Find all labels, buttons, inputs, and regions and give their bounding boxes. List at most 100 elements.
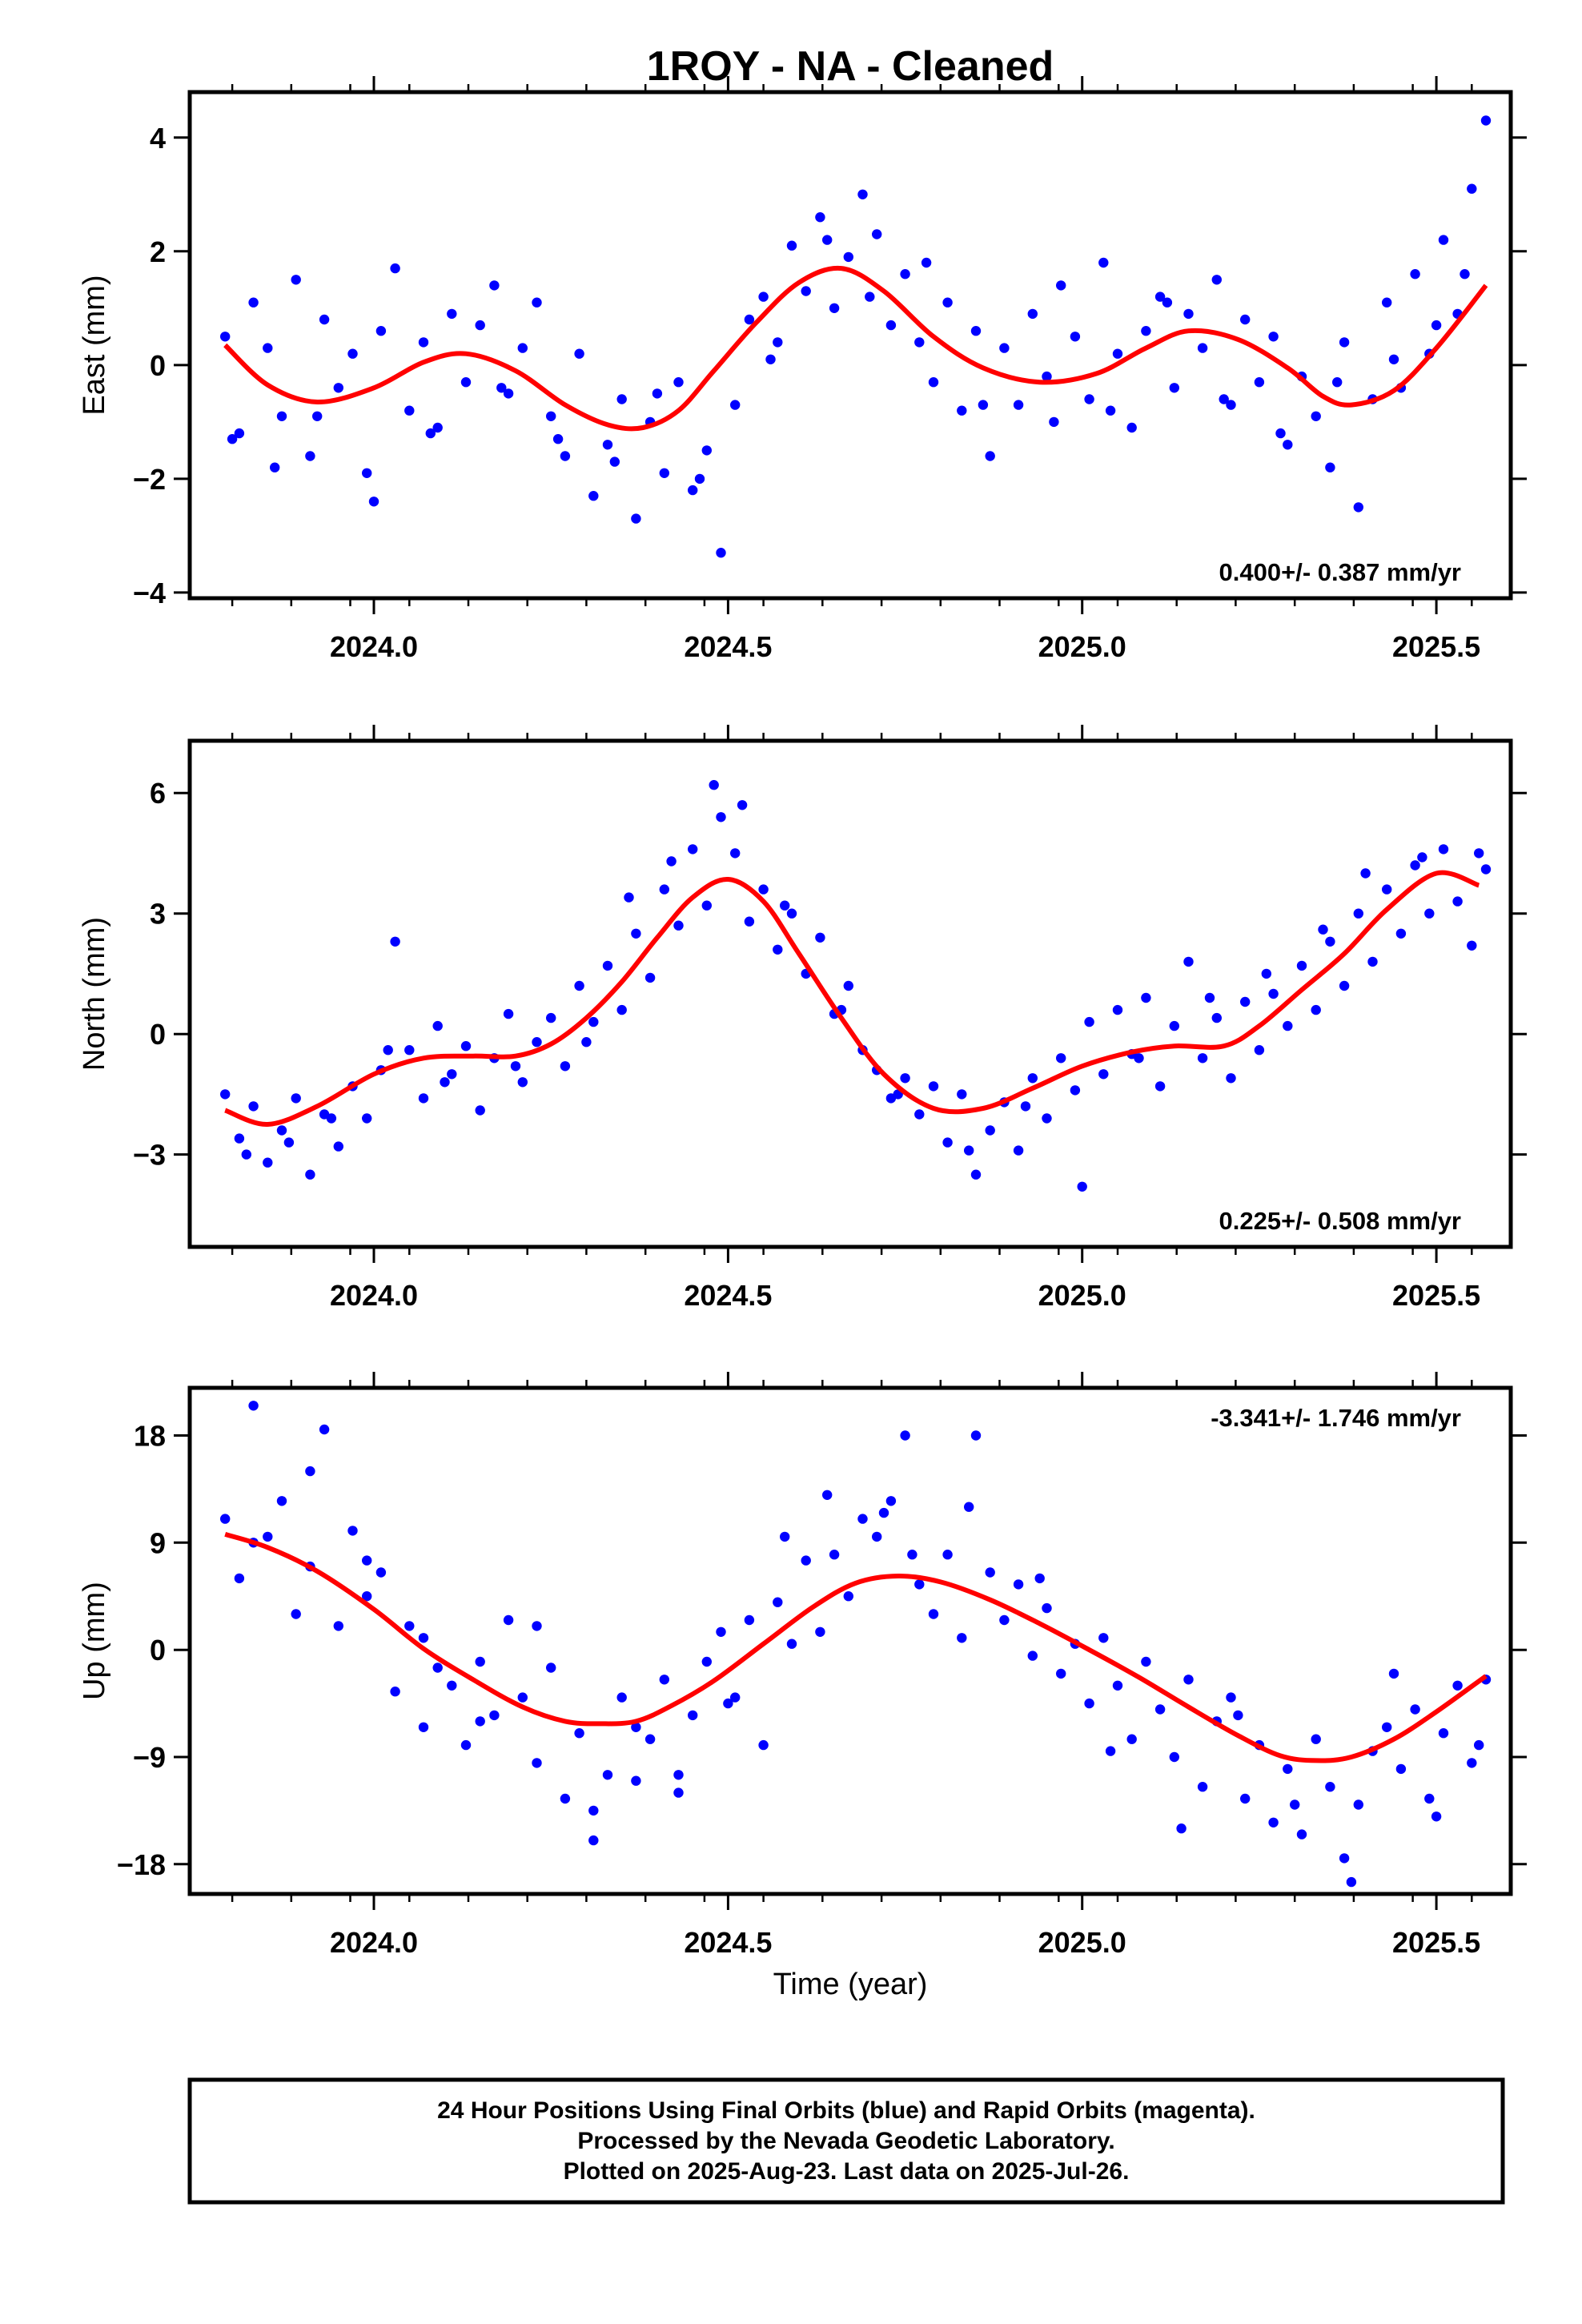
north-data-point (1042, 1113, 1052, 1124)
east-data-point (291, 275, 301, 285)
north-data-point (1480, 864, 1492, 875)
north-y-tick-label: 6 (150, 777, 166, 810)
north-data-point (263, 1157, 273, 1168)
north-data-point (283, 1137, 295, 1148)
north-y-tick-label: 0 (150, 1018, 166, 1051)
east-data-point (460, 377, 472, 388)
east-data-point (843, 251, 854, 263)
east-data-point (1169, 383, 1180, 393)
up-y-tick-label: 9 (150, 1526, 166, 1559)
east-data-point (773, 337, 783, 348)
north-data-point (460, 1041, 472, 1051)
up-data-point (220, 1514, 231, 1524)
east-data-point (957, 405, 967, 416)
north-plot-content (220, 780, 1492, 1192)
up-data-point (872, 1531, 882, 1542)
east-data-point (220, 332, 231, 342)
up-data-point (829, 1550, 840, 1560)
up-data-point (1013, 1579, 1024, 1590)
north-data-point (1020, 1101, 1031, 1112)
east-data-point (659, 468, 669, 478)
east-data-point (489, 280, 500, 291)
north-data-point (1169, 1020, 1180, 1031)
north-data-point (588, 1016, 599, 1027)
up-data-point (843, 1591, 854, 1602)
east-data-point (1154, 292, 1166, 302)
north-data-point (688, 844, 698, 854)
up-y-tick-label: 18 (134, 1420, 166, 1453)
north-data-point (1339, 980, 1350, 991)
up-data-point (1296, 1829, 1307, 1839)
up-data-point (688, 1710, 698, 1721)
north-data-point (447, 1069, 457, 1080)
up-data-point (1098, 1633, 1109, 1643)
north-data-point (1240, 996, 1251, 1007)
east-data-point (418, 337, 429, 348)
north-data-point (1417, 852, 1427, 862)
east-data-point (1112, 348, 1123, 359)
up-data-point (1141, 1656, 1151, 1667)
up-data-point (744, 1614, 755, 1626)
up-y-tick-label: −18 (117, 1848, 166, 1881)
east-data-point (815, 212, 825, 223)
north-data-point (631, 928, 641, 939)
up-data-point (234, 1573, 245, 1584)
north-data-point (1261, 968, 1272, 979)
up-data-point (1346, 1876, 1357, 1888)
east-data-point (263, 343, 273, 353)
north-data-point (1360, 868, 1371, 879)
north-data-point (1311, 1004, 1321, 1015)
north-data-point (914, 1109, 925, 1120)
north-data-point (220, 1089, 231, 1100)
north-data-point (390, 936, 400, 947)
north-data-point (970, 1169, 982, 1180)
north-data-point (333, 1141, 343, 1152)
up-data-point (1226, 1692, 1236, 1703)
east-data-point (1467, 183, 1477, 194)
up-data-point (964, 1502, 974, 1512)
up-data-point (673, 1770, 684, 1780)
north-data-point (383, 1045, 393, 1055)
east-data-point (673, 377, 684, 388)
up-data-point (1283, 1763, 1293, 1775)
up-data-point (546, 1663, 556, 1673)
up-data-point (928, 1609, 939, 1619)
north-data-point (440, 1077, 450, 1088)
east-panel: 2024.0 2024.5 2025.0 2025.5 −4 −2 0 2 4 East (mm)… (78, 76, 1527, 663)
east-data-point (1325, 462, 1335, 472)
up-data-point (347, 1526, 358, 1536)
east-data-point (532, 297, 542, 308)
north-data-point (616, 1004, 627, 1015)
east-data-point (227, 434, 238, 444)
up-data-point (900, 1430, 910, 1441)
north-y-tick-label: −3 (133, 1139, 166, 1172)
east-data-point (921, 257, 932, 268)
up-data-point (907, 1550, 917, 1560)
up-data-point (263, 1531, 273, 1542)
up-data-point (517, 1692, 528, 1703)
up-x-tick-label: 2025.0 (1038, 1926, 1126, 1959)
up-data-point (985, 1567, 995, 1578)
north-data-point (1084, 1016, 1094, 1027)
north-data-point (362, 1113, 372, 1124)
up-data-point (914, 1579, 925, 1590)
up-model-fit-line (224, 1532, 1488, 1763)
up-data-point (1154, 1704, 1166, 1715)
figure-title: 1ROY - NA - Cleaned (647, 43, 1054, 90)
east-data-point (1226, 400, 1236, 410)
east-data-point (1042, 371, 1052, 382)
north-data-point (815, 932, 825, 943)
north-data-point (1268, 988, 1279, 999)
north-data-point (1395, 928, 1407, 939)
north-x-tick-label: 2024.5 (684, 1279, 772, 1312)
up-data-point (362, 1555, 372, 1566)
north-data-point (716, 812, 726, 822)
north-data-point (291, 1093, 301, 1104)
east-data-point (552, 434, 564, 444)
north-data-point (1204, 992, 1215, 1003)
east-frame (187, 90, 1513, 601)
north-data-point (1027, 1073, 1038, 1084)
north-data-point (546, 1012, 556, 1023)
north-plot-area (190, 741, 1511, 1247)
up-data-point (248, 1401, 259, 1411)
